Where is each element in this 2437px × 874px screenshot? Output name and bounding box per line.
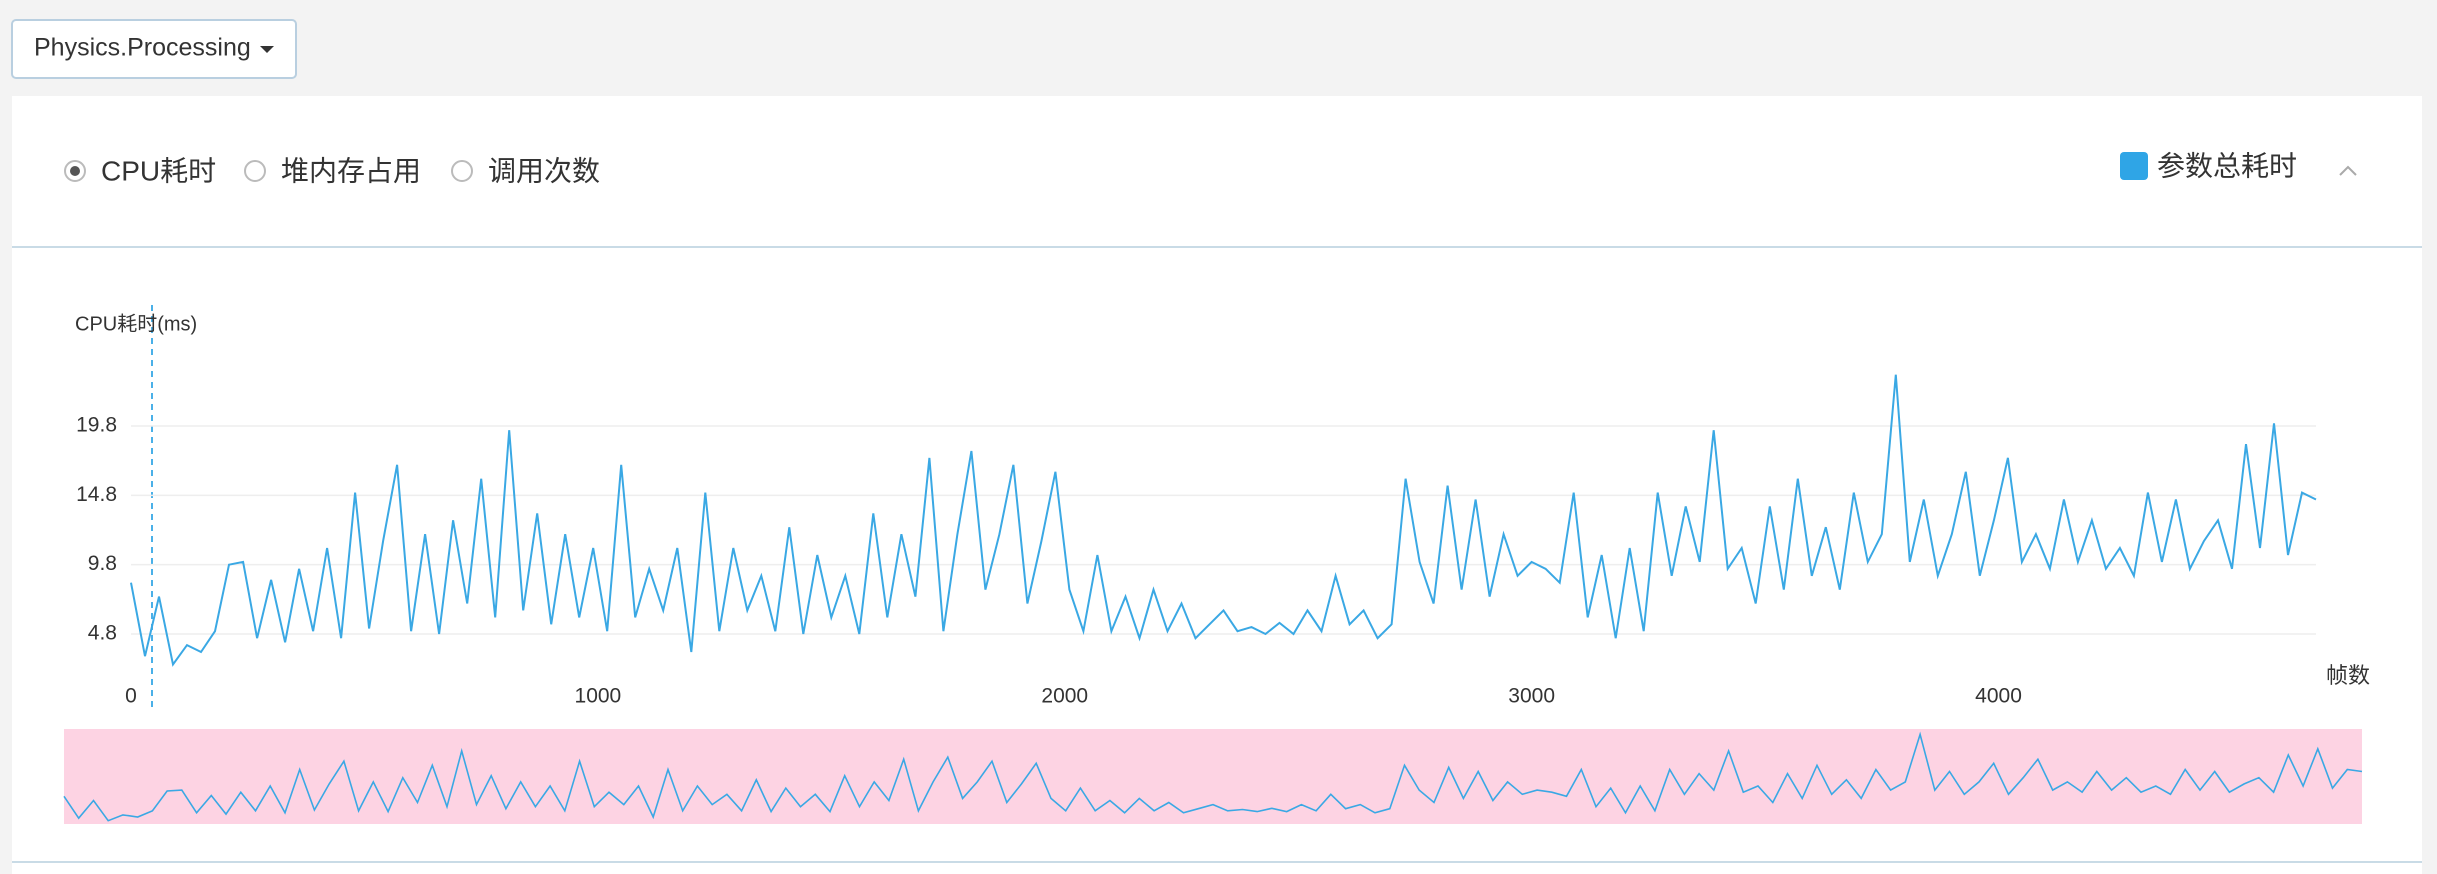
slider-line [63, 731, 2363, 822]
zoom-slider[interactable] [64, 729, 2362, 824]
y-tick-label: 4.8 [88, 622, 117, 645]
x-tick-label: 2000 [1041, 685, 1088, 708]
y-axis-label: CPU耗时(ms) [75, 312, 197, 335]
y-tick-label: 19.8 [76, 414, 117, 437]
dropdown-caret [260, 46, 274, 53]
x-tick-label: 3000 [1508, 685, 1555, 708]
dropdown-label: Physics.Processing [34, 34, 251, 62]
legend-label[interactable]: 参数总耗时 [2157, 150, 2297, 181]
radio-dot [70, 166, 80, 176]
collapse-chevron[interactable] [2339, 165, 2357, 176]
radio-label[interactable]: CPU耗时 [101, 155, 216, 186]
x-axis-label: 帧数 [2326, 663, 2370, 688]
radio[interactable] [451, 160, 473, 182]
x-tick-label: 0 [125, 685, 137, 708]
x-tick-label: 4000 [1975, 685, 2022, 708]
y-tick-label: 9.8 [88, 552, 117, 575]
radio-label[interactable]: 调用次数 [488, 155, 600, 186]
x-tick-label: 1000 [575, 685, 622, 708]
radio-label[interactable]: 堆内存占用 [281, 155, 421, 186]
y-tick-label: 14.8 [76, 483, 117, 506]
radio[interactable] [244, 160, 266, 182]
dropdown-button[interactable] [11, 19, 297, 79]
data-line [130, 374, 2317, 667]
legend-swatch[interactable] [2120, 152, 2148, 180]
